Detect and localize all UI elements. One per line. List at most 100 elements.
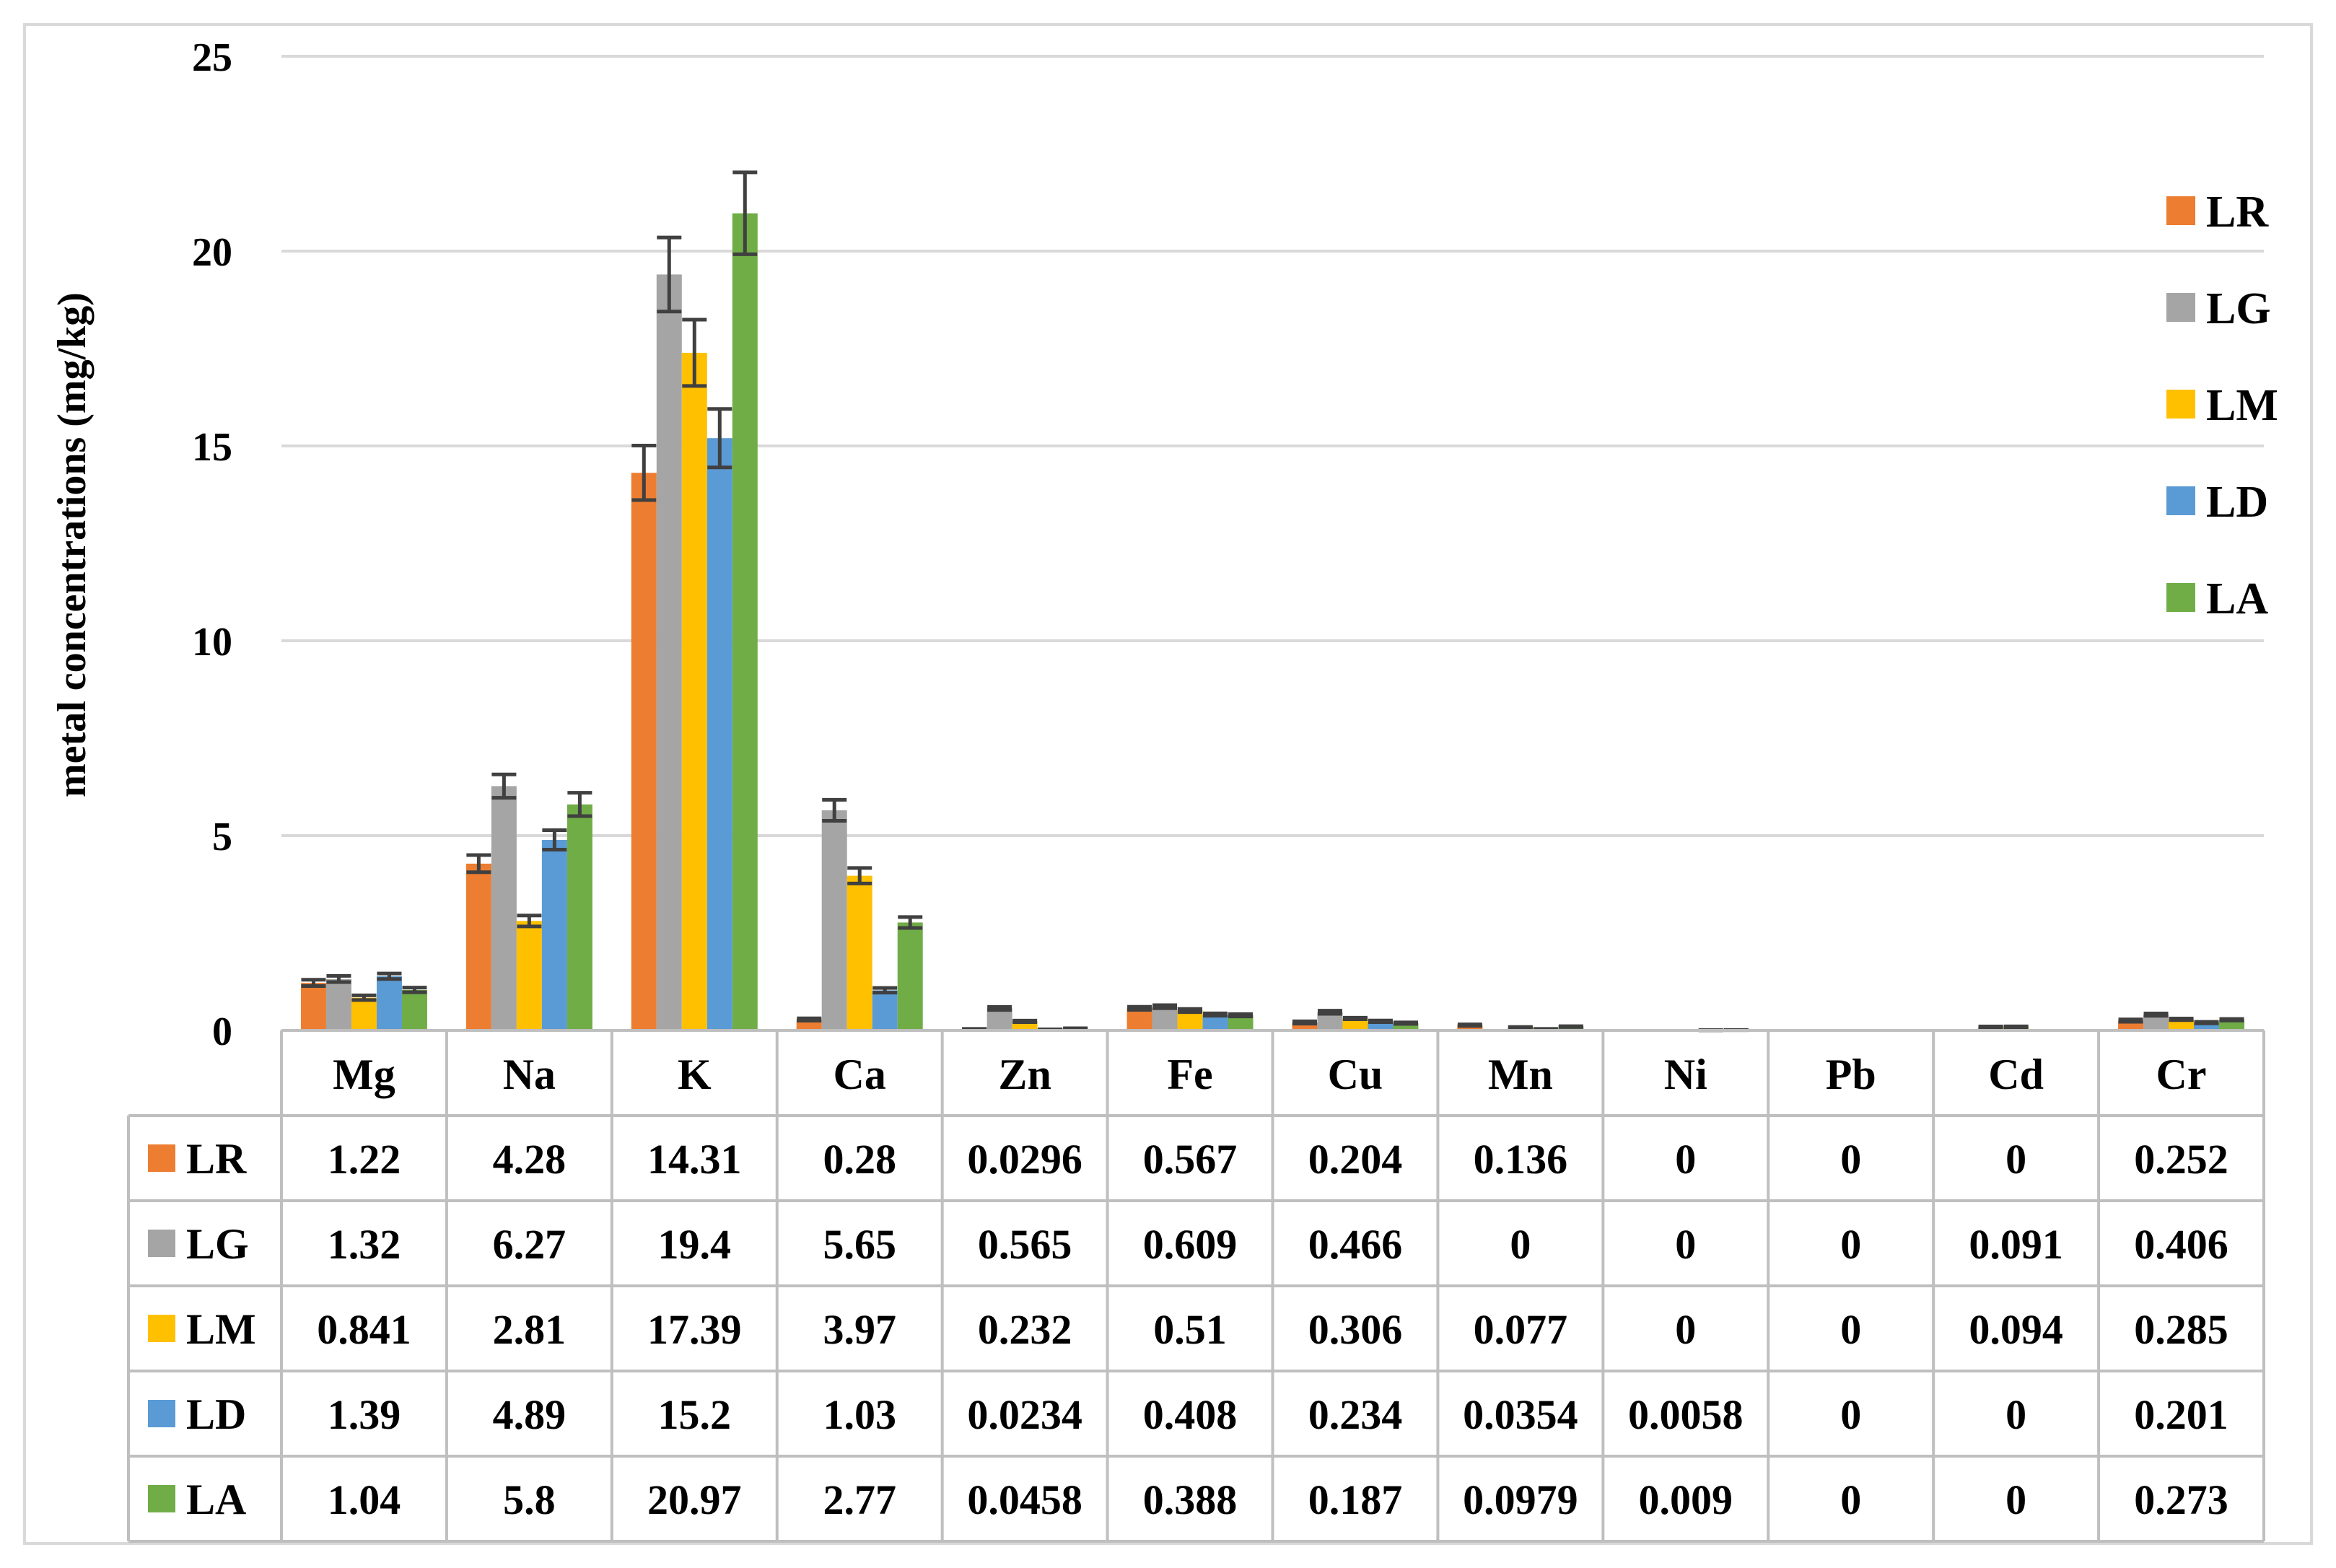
data-label: 0.0296 xyxy=(967,1136,1082,1183)
bar-lr-mg xyxy=(300,983,326,1030)
data-label: 0.204 xyxy=(1308,1136,1403,1183)
y-axis: 0 5 10 15 20 25 xyxy=(192,35,232,1054)
table-legend-key-lm xyxy=(148,1315,175,1342)
bar-lr-fe xyxy=(1127,1008,1152,1030)
bar-lg-k xyxy=(656,274,682,1030)
table-row-label: LR xyxy=(186,1135,247,1183)
data-table: Mg Na K Ca Zn Fe Cu Mn Ni Pb Cd Cr LR 1.22 4.28 14.31 0.… xyxy=(127,1029,2265,1543)
bars xyxy=(300,213,2245,1030)
data-label: 0.0458 xyxy=(967,1476,1082,1523)
data-label: 1.03 xyxy=(823,1391,896,1438)
bar-lm-cr xyxy=(2169,1019,2195,1030)
bar-lm-na xyxy=(516,921,542,1030)
table-row-label: LA xyxy=(186,1476,246,1523)
x-tick-label: Zn xyxy=(998,1051,1051,1098)
data-label: 0.609 xyxy=(1143,1221,1238,1268)
x-tick-label: Ca xyxy=(834,1051,886,1098)
data-label: 0.285 xyxy=(2134,1306,2228,1353)
data-label: 0 xyxy=(2005,1136,2026,1183)
bar-la-cu xyxy=(1393,1022,1419,1030)
x-tick-label: Cu xyxy=(1328,1051,1383,1098)
data-label: 1.32 xyxy=(328,1221,401,1268)
bar-lm-k xyxy=(681,352,707,1030)
bar-ld-mg xyxy=(376,976,402,1030)
data-label: 5.8 xyxy=(503,1476,556,1523)
data-label: 0 xyxy=(1675,1136,1696,1183)
bar-lr-k xyxy=(631,473,657,1030)
data-label: 15.2 xyxy=(658,1391,732,1438)
data-label: 0.201 xyxy=(2134,1391,2228,1438)
legend-key-ld xyxy=(2166,486,2195,515)
legend-key-lg xyxy=(2166,293,2195,322)
table-row-label: LG xyxy=(186,1220,249,1268)
data-label: 14.31 xyxy=(647,1136,742,1183)
data-label: 0.567 xyxy=(1143,1136,1238,1183)
bar-ld-na xyxy=(541,839,567,1030)
gridlines xyxy=(281,55,2264,837)
y-tick-label: 10 xyxy=(192,620,232,665)
legend: LR LG LM LD LA xyxy=(2166,188,2278,623)
table-row-label: LD xyxy=(186,1390,246,1438)
data-label: 1.39 xyxy=(328,1391,401,1438)
data-label: 0.0979 xyxy=(1463,1476,1578,1523)
bar-lm-mg xyxy=(351,997,377,1030)
bar-lr-na xyxy=(465,863,491,1030)
data-label: 0.273 xyxy=(2134,1476,2228,1523)
data-label: 19.4 xyxy=(658,1221,732,1268)
bar-lm-cu xyxy=(1342,1018,1368,1030)
x-tick-label: K xyxy=(678,1051,712,1098)
bar-lg-zn xyxy=(987,1008,1012,1030)
chart-outer-border xyxy=(23,23,2313,1545)
data-label: 6.27 xyxy=(493,1221,566,1268)
data-label: 0 xyxy=(1675,1221,1696,1268)
y-axis-title: metal concentrations (mg/kg) xyxy=(50,292,95,797)
data-label: 0.408 xyxy=(1143,1391,1238,1438)
data-label: 0.077 xyxy=(1474,1306,1568,1353)
data-label: 2.81 xyxy=(493,1306,566,1353)
data-label: 0.0234 xyxy=(967,1391,1082,1438)
bar-ld-fe xyxy=(1202,1014,1228,1030)
data-label: 0.388 xyxy=(1143,1476,1238,1523)
bar-la-cr xyxy=(2219,1020,2245,1030)
bar-lg-fe xyxy=(1152,1007,1178,1030)
legend-label: LG xyxy=(2206,284,2271,333)
bar-lm-ca xyxy=(847,875,872,1030)
data-label: 0.466 xyxy=(1308,1221,1403,1268)
bar-la-ca xyxy=(897,922,923,1030)
y-tick-label: 20 xyxy=(192,230,232,275)
data-label: 0.094 xyxy=(1969,1306,2063,1353)
data-label: 5.65 xyxy=(823,1221,896,1268)
data-label: 0 xyxy=(1840,1476,1861,1523)
data-label: 0 xyxy=(1840,1306,1861,1353)
x-tick-label: Fe xyxy=(1167,1051,1212,1098)
data-label: 0 xyxy=(1510,1221,1531,1268)
data-label: 0.565 xyxy=(978,1221,1072,1268)
bar-ld-cr xyxy=(2194,1022,2220,1030)
bar-ld-k xyxy=(707,438,732,1030)
data-label: 1.22 xyxy=(328,1136,401,1183)
data-label: 4.89 xyxy=(493,1391,566,1438)
data-label: 2.77 xyxy=(823,1476,896,1523)
data-label: 0 xyxy=(1840,1136,1861,1183)
bar-lr-mn xyxy=(1457,1025,1483,1030)
data-label: 0.091 xyxy=(1969,1221,2063,1268)
bar-la-na xyxy=(566,804,592,1030)
table-legend-key-lg xyxy=(148,1230,175,1257)
bar-ld-ca xyxy=(872,990,898,1030)
y-tick-label: 25 xyxy=(192,35,232,80)
bar-la-mg xyxy=(401,989,427,1030)
data-label: 0.51 xyxy=(1153,1306,1227,1353)
data-label: 0.28 xyxy=(823,1136,896,1183)
legend-label: LM xyxy=(2206,381,2278,430)
bar-lg-ca xyxy=(821,810,847,1030)
y-tick-label: 5 xyxy=(212,815,232,859)
x-tick-label: Ni xyxy=(1664,1051,1707,1098)
bar-lg-cr xyxy=(2143,1015,2169,1030)
table-legend-key-lr xyxy=(148,1144,175,1172)
data-label: 4.28 xyxy=(493,1136,566,1183)
legend-label: LD xyxy=(2206,478,2268,527)
legend-key-la xyxy=(2166,583,2195,612)
table-legend-key-la xyxy=(148,1485,175,1512)
